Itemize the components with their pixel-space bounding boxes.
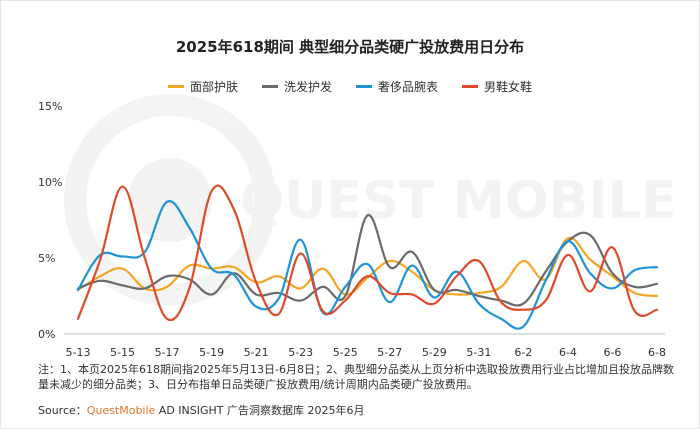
source-rest: AD INSIGHT 广告洞察数据库 2025年6月 [155,404,365,417]
legend-swatch [167,85,184,88]
x-tick-label: 6-6 [603,346,621,359]
x-tick-label: 5-27 [377,346,402,359]
x-tick-label: 6-8 [648,346,666,359]
x-tick-label: 5-17 [155,346,180,359]
legend-item-3: 奢侈品腕表 [356,78,438,95]
x-tick-label: 6-2 [514,346,532,359]
legend-swatch [462,85,479,88]
legend-item-1: 面部护肤 [167,78,238,95]
y-tick-label: 0% [38,328,55,341]
legend: 面部护肤 洗发护发 奢侈品腕表 男鞋女鞋 [0,78,700,95]
legend-label: 面部护肤 [189,80,238,94]
x-tick-label: 5-31 [466,346,491,359]
x-tick-label: 5-23 [288,346,313,359]
legend-label: 洗发护发 [283,80,332,94]
legend-item-4: 男鞋女鞋 [462,78,532,95]
series-line-3 [76,200,659,330]
legend-swatch [261,85,278,88]
watermark-text: QUEST MOBILE [240,171,677,231]
x-tick-label: 5-25 [333,346,358,359]
source-prefix: Source： [38,404,87,417]
x-tick-label: 5-21 [244,346,269,359]
source-brand: QuestMobile [86,404,156,417]
chart-title: 2025年618期间 典型细分品类硬广投放费用日分布 [175,38,525,56]
y-tick-label: 15% [38,100,62,113]
y-tick-label: 10% [38,176,62,189]
notes: 注：1、本页2025年618期间指2025年5月13日-6月8日；2、典型细分品… [38,363,674,391]
source-line: Source：QuestMobile AD INSIGHT 广告洞察数据库 20… [38,402,365,418]
x-tick-label: 5-15 [110,346,135,359]
y-tick-label: 5% [38,252,55,265]
x-tick-label: 5-13 [66,346,91,359]
watermark: QUEST MOBILE [64,94,677,306]
legend-item-2: 洗发护发 [261,78,332,95]
x-tick-label: 6-4 [559,346,577,359]
legend-label: 男鞋女鞋 [484,80,533,94]
series-line-1 [76,236,659,298]
legend-label: 奢侈品腕表 [378,80,439,94]
legend-swatch [356,85,372,88]
series-line-4 [76,184,659,322]
x-tick-label: 5-29 [422,346,447,359]
x-tick-label: 5-19 [199,346,224,359]
